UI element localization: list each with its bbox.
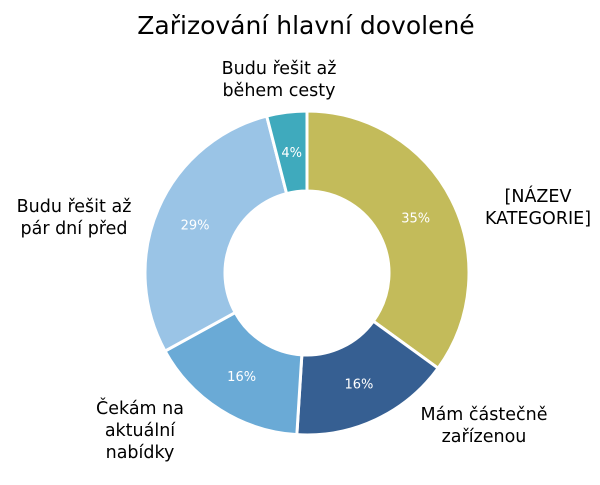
donut-slice-2 — [295, 319, 441, 437]
category-label-4: Budu řešit až pár dní před — [17, 197, 132, 239]
category-label-2: Mám částečně zařízenou — [420, 405, 547, 447]
category-label-5: Budu řešit až během cesty — [222, 59, 337, 101]
category-label-3: Čekám na aktuální nabídky — [96, 397, 184, 463]
value-label-2: 16% — [344, 377, 373, 392]
value-label-5: 4% — [281, 146, 302, 161]
donut-slice-1 — [305, 109, 471, 371]
donut-slice-3 — [163, 310, 304, 437]
category-labels-group: [NÁZEV KATEGORIE] Mám částečně zařízenou Ček… — [17, 59, 591, 463]
donut-slice-4 — [143, 114, 289, 354]
chart-title: Zařizování hlavní dovolené — [137, 11, 474, 40]
category-label-1: [NÁZEV KATEGORIE] — [485, 185, 591, 229]
value-label-1: 35% — [401, 212, 430, 227]
slices-group — [143, 109, 471, 437]
value-label-3: 16% — [227, 370, 256, 385]
value-labels-group: 35% 16% 16% 29% 4% — [181, 146, 431, 392]
value-label-4: 29% — [181, 219, 210, 234]
donut-slice-5 — [264, 109, 309, 196]
